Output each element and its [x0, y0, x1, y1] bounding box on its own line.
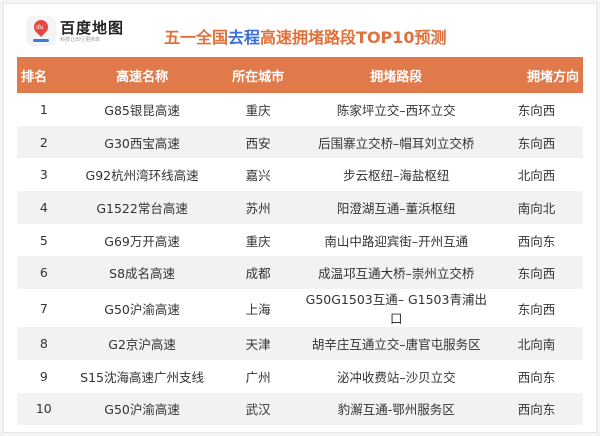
header-rank: 排名: [17, 57, 71, 93]
cell-segment: 豹澥互通-鄂州服务区: [302, 392, 490, 426]
cell-segment: 成温邛互通大桥–崇州立交桥: [302, 256, 490, 290]
logo-name: 百度地图: [60, 19, 125, 37]
cell-rank: 7: [39, 300, 48, 316]
cell-rank: 6: [17, 256, 71, 290]
table-row: 1 G85银昆高速 重庆 陈家坪立交–西环立交 东向西: [17, 93, 583, 126]
table-row: 2 G30西宝高速 西安 后围寨立交桥–帽耳刘立交桥 东向西: [17, 125, 583, 159]
cell-highway: G30西宝高速: [70, 125, 214, 159]
cell-segment: 胡辛庄互通立交–唐官屯服务区: [302, 327, 490, 360]
table-row: 7 G50沪渝高速 上海 G50G1503互通– G1503青浦出口 东向西: [17, 289, 583, 327]
baidu-map-logo: du 百度地图 科技让出行更简单: [26, 16, 126, 46]
cell-segment: 泌冲收费站–沙贝立交: [336, 369, 456, 385]
title-highlight: 去程: [228, 28, 261, 47]
cell-highway: S15沈海高速广州支线: [80, 369, 205, 385]
cell-direction: 东向西: [517, 102, 556, 118]
cell-rank: 5: [39, 232, 48, 248]
table-row: 10 G50沪渝高速 武汉 豹澥互通-鄂州服务区 西向东: [17, 392, 583, 426]
cell-rank: 3: [39, 167, 48, 183]
cell-segment: 后围寨立交桥–帽耳刘立交桥: [302, 125, 490, 159]
cell-city: 广州: [245, 369, 271, 385]
cell-segment: 步云枢纽–海盐枢纽: [343, 168, 450, 184]
cell-city: 上海: [245, 301, 271, 317]
header-highway: 高速名称: [70, 57, 214, 93]
table-row: 5 G69万开高速 重庆 南山中路迎宾街–开州互通 西向东: [17, 224, 583, 257]
logo-tagline: 科技让出行更简单: [60, 37, 101, 43]
cell-direction: 东向西: [517, 301, 556, 317]
cell-highway: S8成名高速: [70, 256, 214, 290]
cell-direction: 西向东: [517, 233, 556, 249]
cell-highway: G1522常台高速: [70, 191, 214, 224]
cell-direction: 西向东: [489, 392, 583, 426]
cell-city: 成都: [213, 256, 303, 290]
cell-segment: 南山中路迎宾街–开州互通: [324, 233, 469, 249]
cell-highway: G50沪渝高速: [104, 301, 180, 317]
map-pin-icon: du: [26, 16, 56, 46]
cell-city: 西安: [213, 125, 303, 159]
header-direction: 拥堵方向: [489, 57, 583, 93]
cell-city: 武汉: [213, 392, 303, 426]
table-row: 4 G1522常台高速 苏州 阳澄湖互通–董浜枢纽 南向北: [17, 191, 583, 224]
congestion-table: 排名 高速名称 所在城市 拥堵路段 拥堵方向 1 G85银昆高速 重庆 陈家坪立交–西环立交东…: [17, 57, 583, 426]
cell-city: 重庆: [245, 233, 271, 249]
header-segment: 拥堵路段: [302, 57, 490, 93]
table-header: 排名 高速名称 所在城市 拥堵路段 拥堵方向: [17, 57, 583, 93]
cell-direction: 东向西: [489, 125, 583, 159]
table-row: 3 G92杭州湾环线高速 嘉兴 步云枢纽–海盐枢纽 北向西: [17, 158, 583, 191]
cell-highway: G85银昆高速: [104, 102, 180, 118]
cell-city: 天津: [213, 327, 303, 360]
cell-segment: G50G1503互通– G1503青浦出口: [305, 292, 487, 327]
cell-rank: 2: [17, 125, 71, 159]
table-row: 9 S15沈海高速广州支线 广州 泌冲收费站–沙贝立交 西向东: [17, 360, 583, 393]
cell-direction: 西向东: [517, 369, 556, 385]
cell-rank: 8: [17, 327, 71, 360]
cell-city: 嘉兴: [245, 168, 271, 184]
cell-highway: G69万开高速: [104, 233, 180, 249]
cell-rank: 4: [17, 191, 71, 224]
cell-rank: 1: [39, 101, 48, 117]
cell-rank: 9: [39, 368, 48, 384]
cell-direction: 北向南: [489, 327, 583, 360]
cell-rank: 10: [17, 392, 71, 426]
page-title: 五一全国去程高速拥堵路段TOP10预测: [164, 24, 447, 48]
cell-city: 重庆: [245, 102, 271, 118]
table-row: 6 S8成名高速 成都 成温邛互通大桥–崇州立交桥 东向西: [17, 256, 583, 290]
cell-direction: 南向北: [489, 191, 583, 224]
cell-city: 苏州: [213, 191, 303, 224]
title-part1: 五一全国: [164, 28, 229, 47]
cell-direction: 北向西: [517, 168, 556, 184]
cell-direction: 东向西: [489, 256, 583, 290]
cell-segment: 阳澄湖互通–董浜枢纽: [302, 191, 490, 224]
table-row: 8 G2京沪高速 天津 胡辛庄互通立交–唐官屯服务区 北向南: [17, 327, 583, 360]
cell-segment: 陈家坪立交–西环立交: [336, 102, 456, 118]
cell-highway: G50沪渝高速: [70, 392, 214, 426]
title-part3: 高速拥堵路段TOP10预测: [260, 28, 447, 47]
cell-highway: G92杭州湾环线高速: [85, 168, 199, 184]
cell-highway: G2京沪高速: [70, 327, 214, 360]
header-city: 所在城市: [213, 57, 303, 93]
